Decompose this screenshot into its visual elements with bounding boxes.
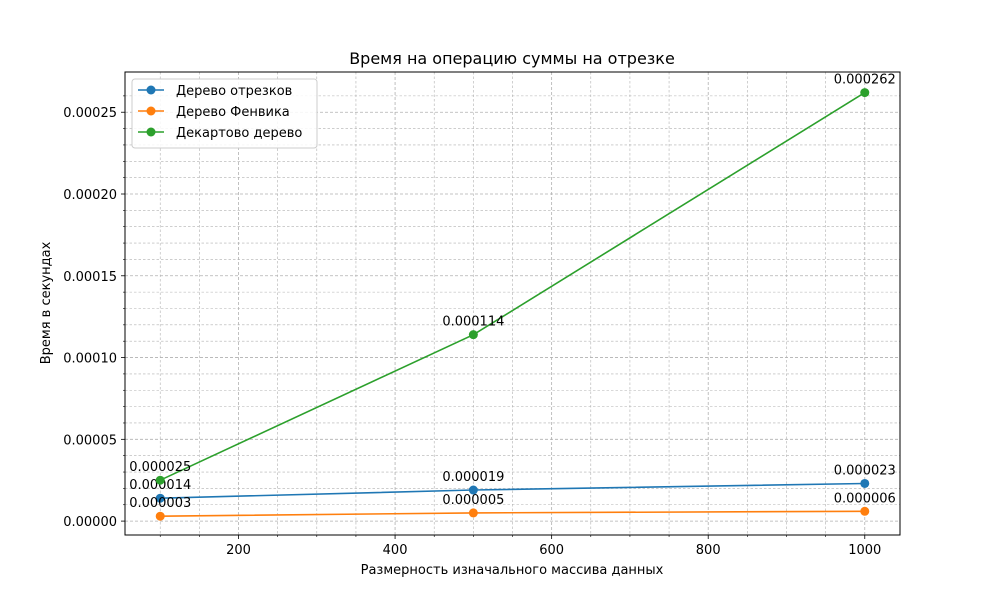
legend-label: Декартово дерево [176,126,302,141]
y-tick-label: 0.00015 [63,270,117,285]
x-tick-label: 200 [226,543,251,558]
y-tick-label: 0.00020 [63,188,117,203]
legend-frame [131,78,318,149]
legend-label: Дерево отрезков [176,84,292,99]
legend-marker [146,85,156,95]
series-layer: 0.000014 0.000019 0.000023 0.000003 0.000005… [129,73,896,521]
y-tick-label: 0.00005 [63,433,117,448]
y-tick-label: 0.00000 [63,515,117,530]
legend-marker [146,106,156,116]
data-label: 0.000114 [442,315,504,330]
x-tick-label: 1000 [848,543,881,558]
series-3: 0.000025 0.000114 0.000262 [129,73,896,485]
data-label: 0.000023 [834,463,896,478]
x-axis-label: Размерность изначального массива данных [361,563,664,578]
x-tick-label: 400 [383,543,408,558]
legend-label: Дерево Фенвика [176,105,290,120]
x-tick-label: 800 [696,543,721,558]
data-point [468,485,478,495]
data-point [860,506,870,516]
data-point [860,88,870,98]
data-label: 0.000025 [129,460,191,475]
series-2: 0.000003 0.000005 0.000006 [129,491,896,521]
y-tick-label: 0.00010 [63,352,117,367]
y-axis-label: Время в секундах [39,241,54,364]
data-point [860,478,870,488]
data-label: 0.000019 [442,470,504,485]
chart-title: Время на операцию суммы на отрезке [349,49,675,68]
data-point [468,330,478,340]
series-1: 0.000014 0.000019 0.000023 [129,463,896,503]
data-label: 0.000262 [834,73,896,88]
data-point [155,511,165,521]
data-label: 0.000003 [129,496,191,511]
axis-ticks: 200 400 600 800 1000 0.00000 0.00005 0.00010 0.0… [63,95,881,558]
y-tick-label: 0.00025 [63,106,117,121]
data-label: 0.000005 [442,493,504,508]
data-label: 0.000006 [834,491,896,506]
data-point [155,493,165,503]
x-tick-label: 600 [539,543,564,558]
legend: Дерево отрезков Дерево Фенвика Декартово д… [131,78,318,149]
data-point [155,475,165,485]
grid [125,72,900,535]
data-point [468,508,478,518]
data-label: 0.000014 [129,478,191,493]
legend-marker [146,127,156,137]
